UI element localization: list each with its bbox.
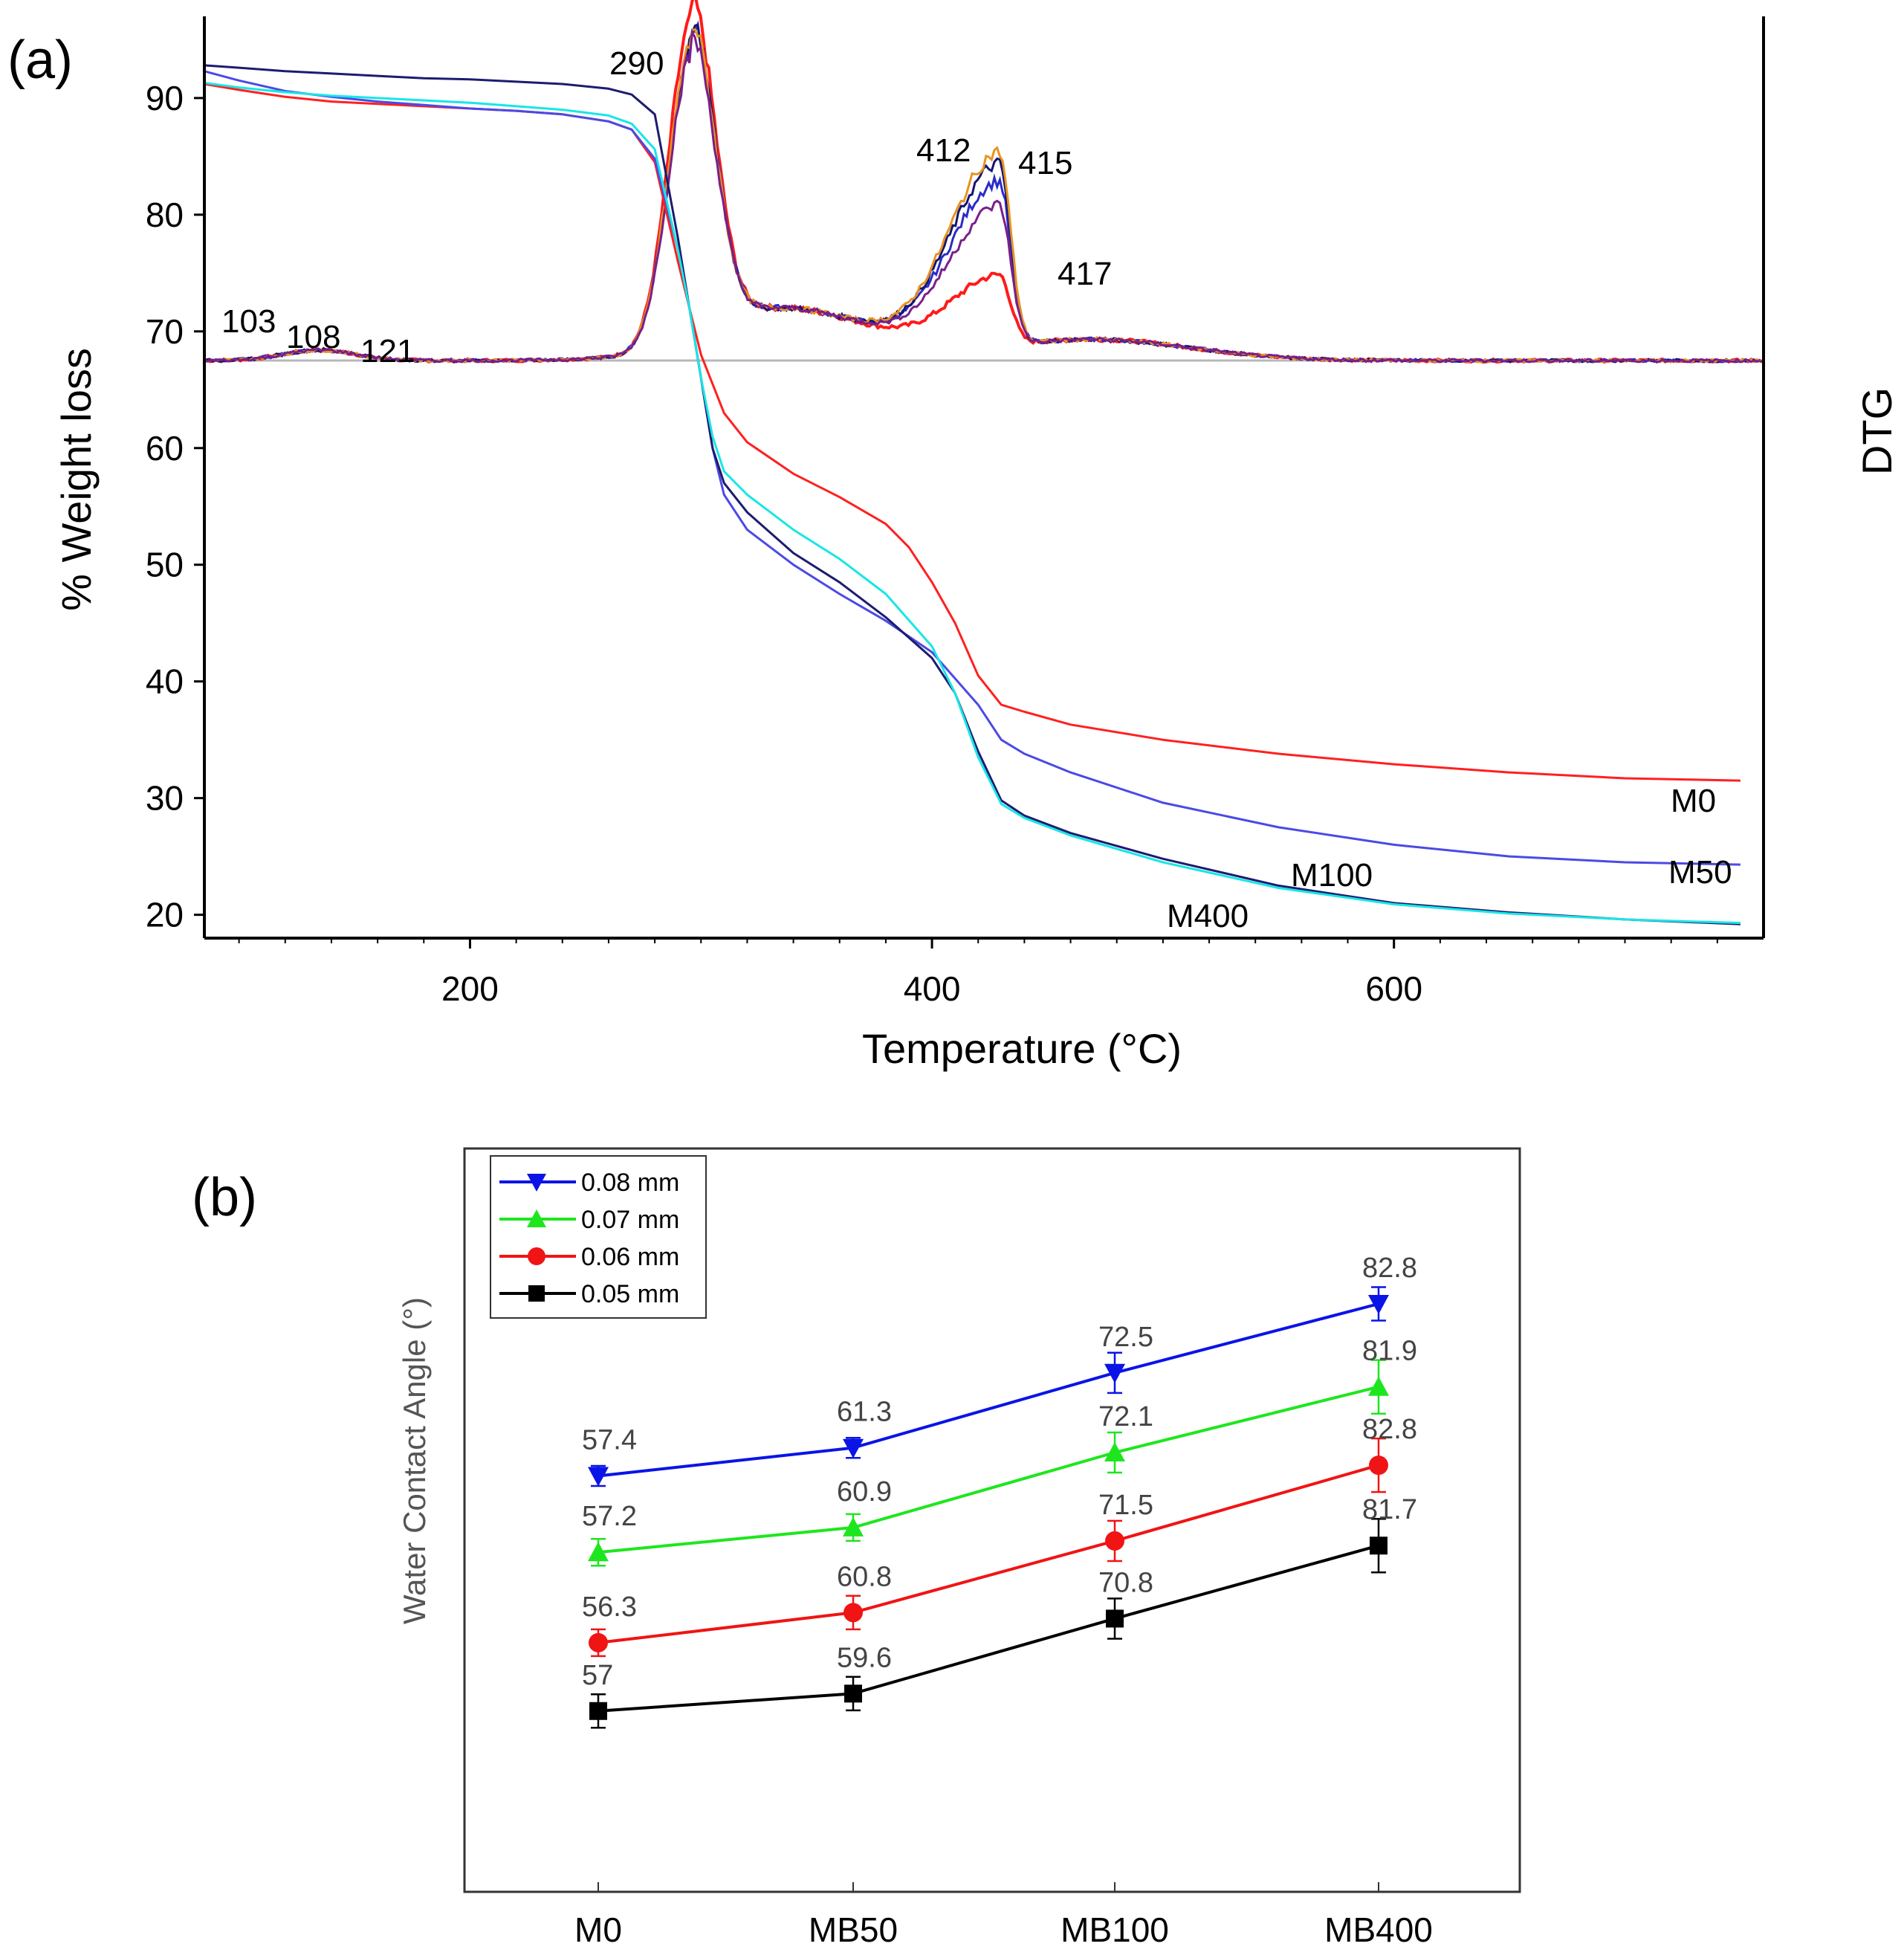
curve-label-m400: M400	[1167, 898, 1249, 934]
tga-curve-m400	[204, 82, 1741, 925]
panel-b-label: (b)	[192, 1168, 257, 1227]
tga-curve-m50	[204, 70, 1741, 866]
legend-marker-007mm	[527, 1209, 546, 1227]
a-y-tick-label-40: 40	[146, 662, 184, 701]
panel-a-label: (a)	[7, 30, 73, 90]
a-y-tick-label-60: 60	[146, 429, 184, 468]
value-label: 82.8	[1362, 1414, 1417, 1445]
tga-curve-m100	[204, 64, 1741, 925]
value-label: 70.8	[1098, 1567, 1153, 1598]
panel-b-plot-frame	[463, 1147, 1521, 1893]
tga-curves	[204, 64, 1741, 925]
series-line-008mm	[598, 1302, 1379, 1478]
data-point-006mm-mb100	[1105, 1531, 1124, 1551]
legend-marker-008mm	[527, 1174, 546, 1192]
value-label: 81.7	[1362, 1494, 1417, 1525]
data-point-005mm-mb100	[1106, 1609, 1124, 1628]
panel-a-axes	[203, 16, 1765, 940]
annotation-412: 412	[916, 132, 971, 169]
annotation-417: 417	[1058, 256, 1112, 292]
value-label: 60.8	[837, 1561, 892, 1592]
data-point-008mm-mb400	[1368, 1295, 1389, 1315]
series-006mm: 56.3 60.8 71.5 82.8	[582, 1414, 1417, 1658]
series-line-006mm	[598, 1464, 1379, 1644]
annotation-108: 108	[286, 319, 340, 355]
data-point-008mm-m0	[588, 1467, 609, 1487]
value-label: 59.6	[837, 1642, 892, 1673]
panel-b-legend: 0.08 mm 0.07 mm 0.06 mm 0.05 mm	[490, 1155, 707, 1319]
panel-a-x-ticks: 200 400 600	[238, 938, 1718, 1008]
data-point-008mm-mb50	[843, 1438, 864, 1458]
curve-label-m50: M50	[1668, 854, 1732, 891]
value-label: 61.3	[837, 1397, 892, 1428]
legend-label-008mm: 0.08 mm	[581, 1169, 679, 1197]
data-point-007mm-mb50	[843, 1516, 864, 1537]
panel-a: (a) 200 400 600 20 30 40 50 60 70 80 90 Temperatu…	[7, 0, 1900, 1072]
data-point-006mm-mb50	[843, 1603, 863, 1623]
panel-b-x-ticks: M0 MB50 MB100 MB400	[574, 1882, 1433, 1949]
a-y-tick-label-30: 30	[146, 779, 184, 818]
panel-b-y-axis-title: Water Contact Angle (°)	[397, 1297, 432, 1624]
series-007mm: 57.2 60.9 72.1 81.9	[582, 1336, 1417, 1567]
data-point-006mm-m0	[589, 1632, 608, 1652]
a-y-tick-label-50: 50	[146, 546, 184, 584]
a-y-tick-label-20: 20	[146, 896, 184, 934]
annotation-103: 103	[221, 303, 276, 340]
legend-label-007mm: 0.07 mm	[581, 1206, 679, 1234]
legend-label-006mm: 0.06 mm	[581, 1243, 679, 1271]
dtg-curves	[204, 0, 1764, 364]
value-label: 57.4	[582, 1425, 637, 1456]
b-x-tick-label-mb50: MB50	[809, 1910, 898, 1949]
dtg-curve-m400b	[204, 28, 1763, 364]
b-x-tick-label-mb100: MB100	[1061, 1910, 1169, 1949]
value-label: 82.8	[1362, 1253, 1417, 1284]
b-x-tick-label-m0: M0	[574, 1910, 622, 1949]
a-y-tick-label-90: 90	[146, 79, 184, 117]
data-point-005mm-mb400	[1370, 1537, 1387, 1555]
legend-marker-005mm	[528, 1285, 545, 1302]
legend-marker-006mm	[528, 1247, 545, 1265]
panel-a-x-axis-title: Temperature (°C)	[862, 1025, 1182, 1072]
series-008mm: 57.4 61.3 72.5 82.8	[582, 1253, 1417, 1487]
panel-a-dtg-axis-title: DTG	[1853, 387, 1900, 475]
value-label: 81.9	[1362, 1336, 1417, 1367]
b-x-tick-label-mb400: MB400	[1324, 1910, 1433, 1949]
curve-label-m100: M100	[1291, 857, 1373, 894]
series-line-007mm	[598, 1385, 1379, 1554]
data-point-008mm-mb100	[1104, 1363, 1125, 1383]
panel-a-y-ticks: 20 30 40 50 60 70 80 90	[146, 79, 204, 934]
a-x-tick-label-200: 200	[441, 969, 499, 1008]
series-005mm: 57 59.6 70.8 81.7	[582, 1494, 1417, 1729]
a-y-tick-label-70: 70	[146, 312, 184, 351]
series-line-005mm	[598, 1544, 1379, 1713]
a-x-tick-label-600: 600	[1365, 969, 1422, 1008]
data-point-005mm-mb50	[844, 1684, 862, 1703]
a-x-tick-label-400: 400	[904, 969, 961, 1008]
data-point-007mm-mb400	[1368, 1376, 1389, 1396]
panel-a-y-axis-title: % Weight loss	[53, 348, 100, 611]
data-point-007mm-m0	[588, 1542, 609, 1562]
data-point-005mm-m0	[589, 1702, 607, 1720]
a-y-tick-label-80: 80	[146, 196, 184, 234]
value-label: 72.1	[1098, 1401, 1153, 1432]
curve-label-m0: M0	[1671, 783, 1716, 819]
data-point-007mm-mb100	[1104, 1442, 1125, 1462]
annotation-121: 121	[360, 333, 415, 369]
panel-b-series: 57 59.6 70.8 81.7 56.3 60.8 71.5 82.8 57.2 60.9 72…	[582, 1253, 1417, 1729]
panel-b: (b) M0 MB50 MB100 MB400 Water Contact Angle…	[192, 1147, 1521, 1949]
annotation-415: 415	[1018, 145, 1072, 181]
legend-label-005mm: 0.05 mm	[581, 1280, 679, 1308]
value-label: 72.5	[1098, 1322, 1153, 1353]
value-label: 60.9	[837, 1476, 892, 1508]
annotation-290: 290	[609, 45, 664, 82]
value-label: 71.5	[1098, 1490, 1153, 1521]
value-label: 57.2	[582, 1501, 637, 1532]
value-label: 57	[582, 1660, 613, 1691]
value-label: 56.3	[582, 1592, 637, 1623]
data-point-006mm-mb400	[1369, 1455, 1388, 1476]
